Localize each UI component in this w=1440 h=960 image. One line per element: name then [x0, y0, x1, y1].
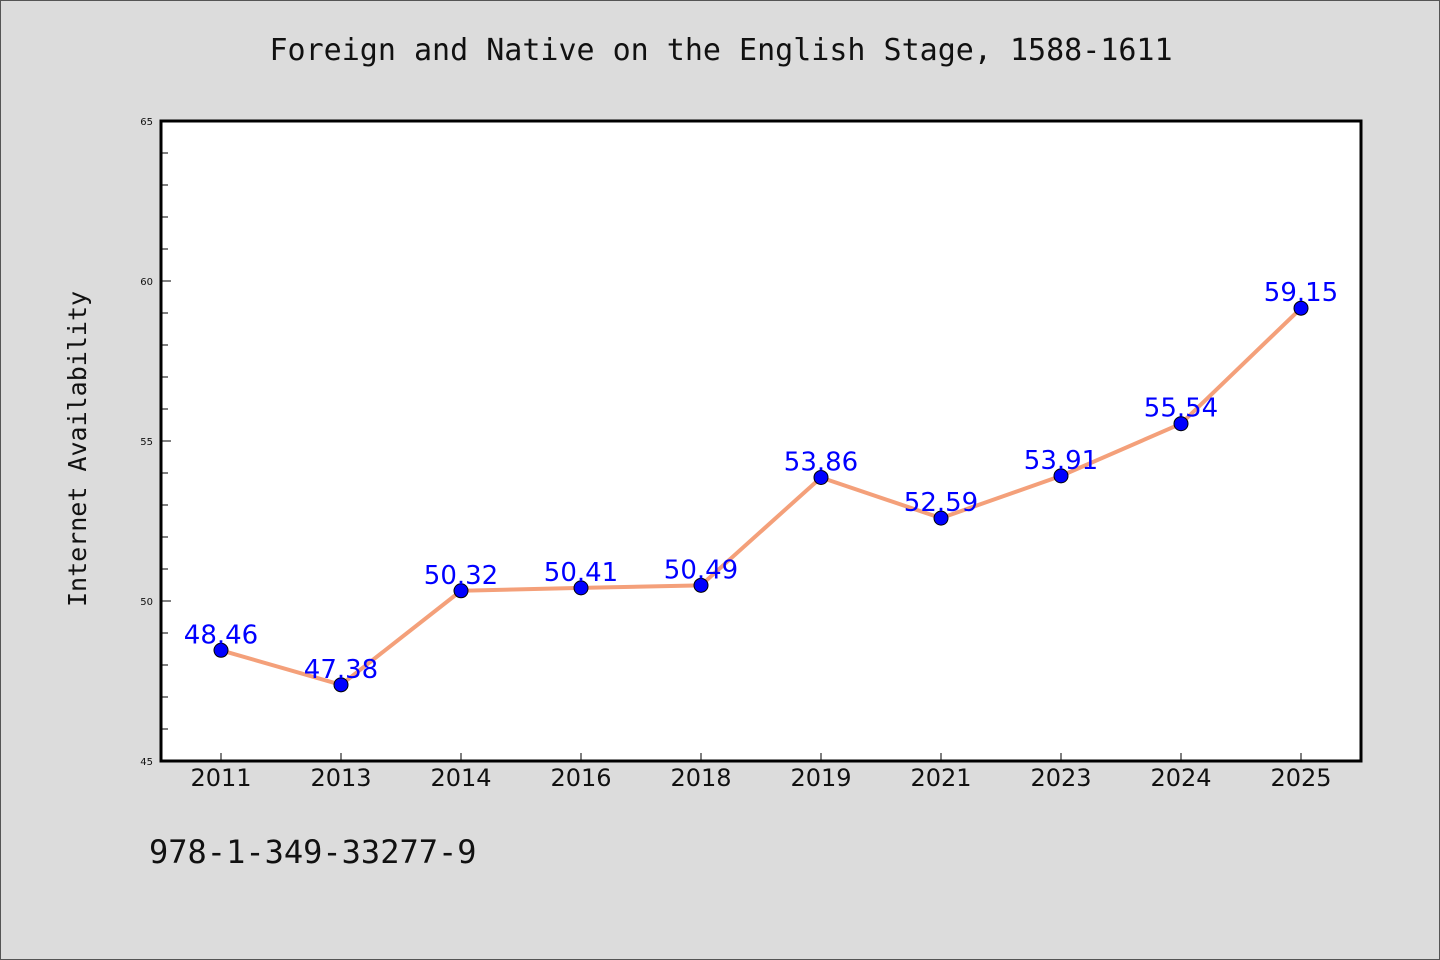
y-axis-ticks: 45 50 55 60 65 [140, 117, 171, 768]
x-tick-label: 2019 [790, 764, 851, 792]
data-point [1173, 416, 1189, 432]
x-tick-label: 2016 [550, 764, 611, 792]
data-point [693, 577, 709, 593]
x-tick-label: 2021 [910, 764, 971, 792]
chart-title: Foreign and Native on the English Stage,… [269, 33, 1173, 68]
x-tick-label: 2013 [310, 764, 371, 792]
x-tick-label: 2024 [1150, 764, 1211, 792]
data-point [1053, 468, 1069, 484]
data-label: 48.46 [184, 620, 258, 650]
data-label: 50.41 [544, 558, 618, 588]
data-point [933, 510, 949, 526]
series-line [219, 306, 1303, 687]
data-points [213, 300, 1309, 693]
y-tick-label: 55 [140, 437, 153, 448]
data-point [1293, 300, 1309, 316]
data-label: 53.86 [784, 447, 858, 477]
x-axis-ticks: 2011 2013 2014 2016 2018 2019 2021 2023 2024 2025 [190, 753, 1332, 792]
y-tick-label: 50 [140, 597, 153, 608]
x-tick-label: 2011 [190, 764, 251, 792]
data-point [813, 469, 829, 485]
x-tick-label: 2018 [670, 764, 731, 792]
data-label: 53.91 [1024, 446, 1098, 476]
isbn-footnote: 978-1-349-33277-9 [149, 833, 477, 871]
y-tick-label: 60 [140, 277, 153, 288]
data-label: 50.32 [424, 561, 498, 591]
data-point [453, 583, 469, 599]
data-label: 47.38 [304, 655, 378, 685]
x-tick-label: 2014 [430, 764, 491, 792]
series-line-group [219, 306, 1303, 687]
data-label: 50.49 [664, 555, 738, 585]
data-label: 55.54 [1144, 394, 1218, 424]
y-tick-label: 45 [140, 757, 153, 768]
y-tick-label: 65 [140, 117, 153, 128]
x-tick-label: 2025 [1270, 764, 1331, 792]
x-tick-label: 2023 [1030, 764, 1091, 792]
data-point [213, 642, 229, 658]
data-label: 52.59 [904, 488, 978, 518]
plot-area [159, 119, 1363, 763]
data-labels: 48.46 47.38 50.32 50.41 50.49 53.86 52.59 53.91… [184, 278, 1338, 685]
data-label: 59.15 [1264, 278, 1338, 308]
data-point [573, 580, 589, 596]
y-axis-label: Internet Availability [63, 291, 92, 607]
data-point [333, 677, 349, 693]
